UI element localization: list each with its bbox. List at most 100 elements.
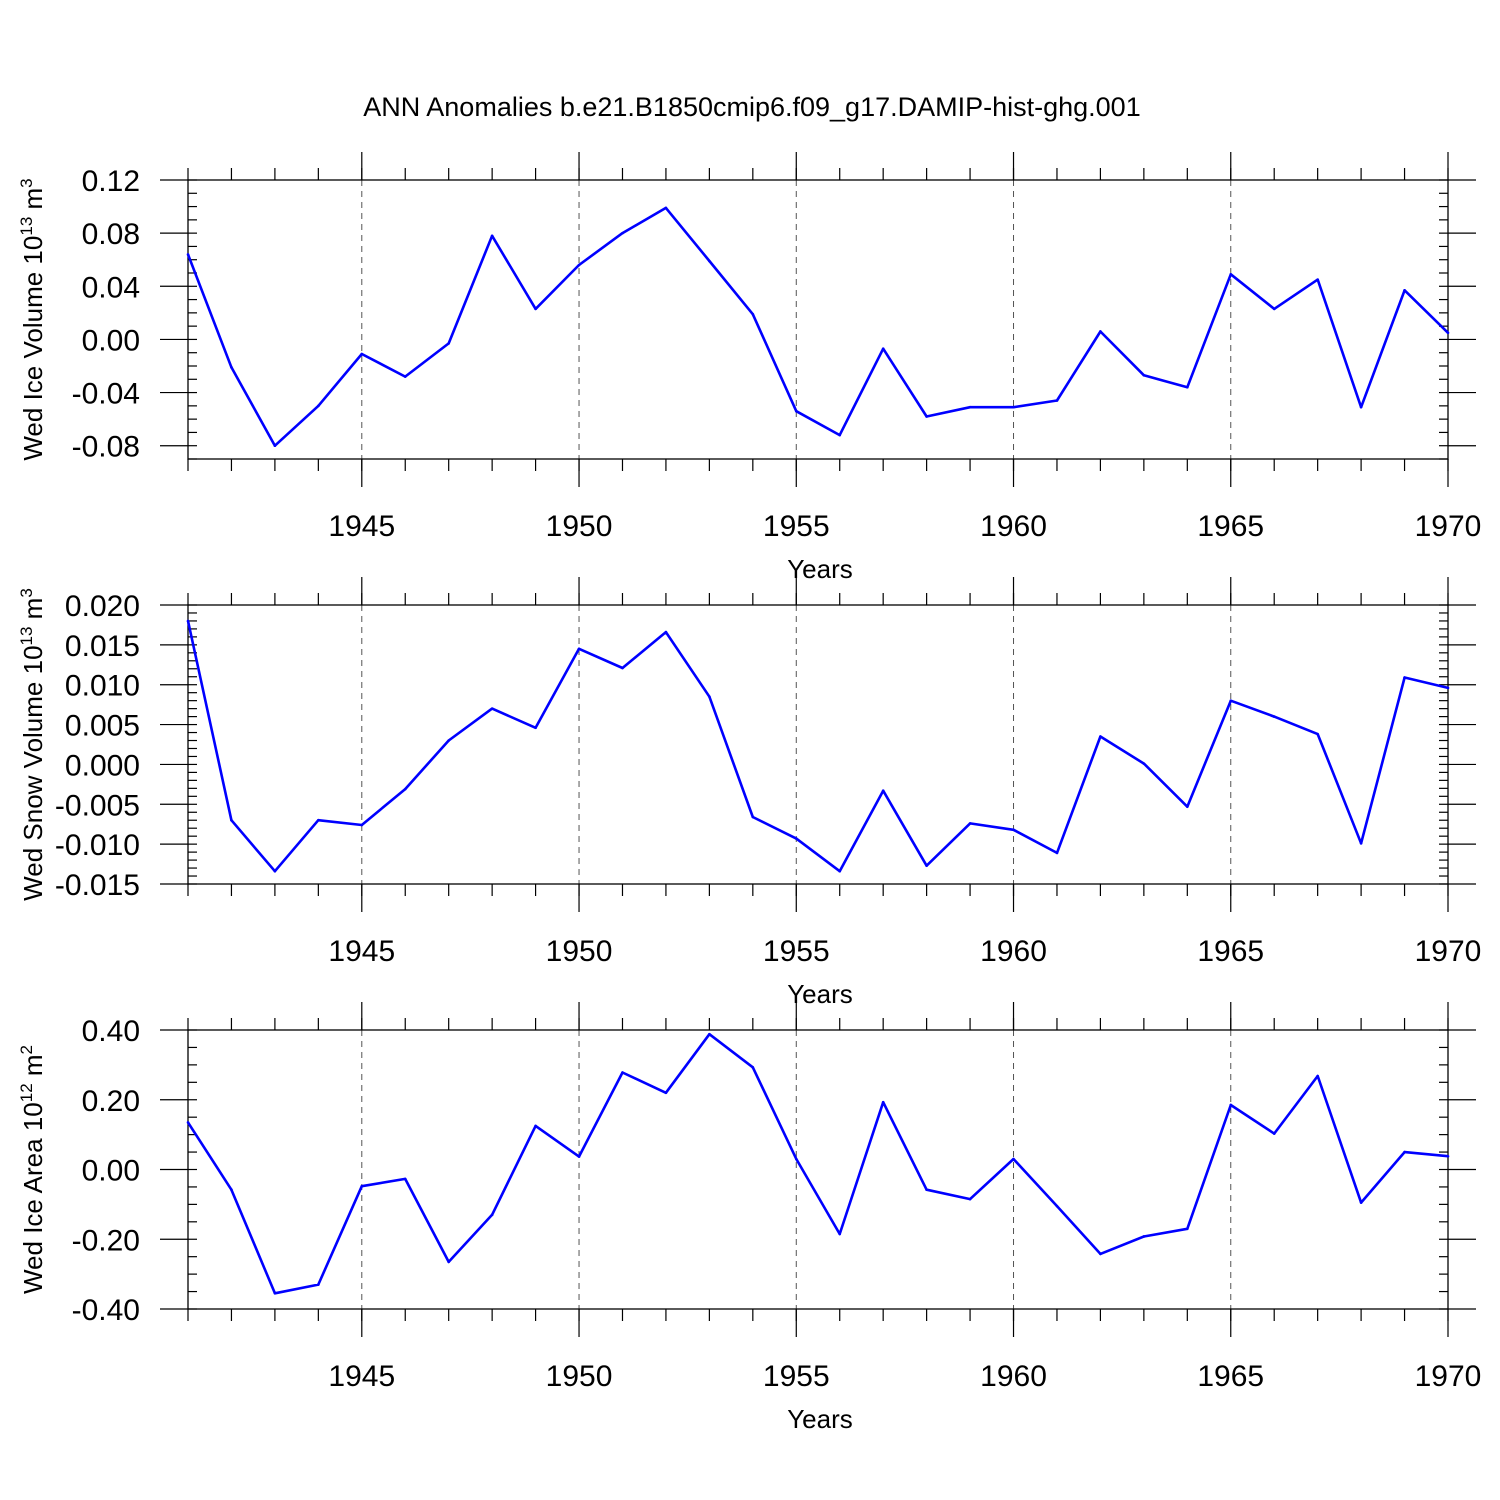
data-point	[1403, 676, 1406, 679]
y-tick-label: 0.00	[82, 1155, 140, 1188]
y-axis-title-main: Wed Snow Volume 10	[18, 645, 48, 900]
data-point	[1446, 1154, 1450, 1158]
x-tick-label: 1955	[763, 1360, 830, 1393]
x-tick-label: 1970	[1415, 510, 1482, 543]
x-tick-label: 1965	[1197, 935, 1264, 968]
y-axis-title-exponent: 13	[17, 627, 36, 646]
data-point	[751, 312, 755, 316]
data-point	[1055, 851, 1059, 855]
data-point	[881, 1100, 885, 1104]
data-point	[273, 444, 277, 448]
x-tick-label: 1960	[980, 510, 1047, 543]
data-point	[621, 1071, 624, 1074]
panels: -0.08 -0.04 0.00 0.04 0.08 0.12 1945 1950 1955 19…	[17, 152, 1481, 1434]
y-axis-title-unit-exponent: 3	[17, 178, 36, 187]
data-point	[794, 837, 798, 840]
x-tick-label: 1970	[1415, 935, 1482, 968]
y-tick-label: -0.04	[72, 378, 140, 411]
data-point	[1055, 1204, 1059, 1208]
y-axis-title-main: Wed Ice Volume 10	[18, 236, 48, 461]
data-point	[1099, 330, 1102, 333]
x-tick-label: 1965	[1197, 510, 1264, 543]
panel-1: -0.08 -0.04 0.00 0.04 0.08 0.12 1945 1950 1955 19…	[17, 152, 1481, 584]
data-point	[317, 404, 320, 408]
data-point	[317, 1283, 320, 1286]
plot-frame	[187, 604, 1449, 885]
data-point	[838, 869, 842, 873]
y-tick-label: 0.00	[82, 324, 140, 357]
data-point	[447, 739, 450, 742]
data-point	[447, 342, 450, 345]
data-point	[1186, 1227, 1189, 1231]
data-point	[360, 352, 364, 356]
series-line	[186, 1032, 1449, 1295]
series-line	[186, 620, 1449, 873]
x-axis-title: Years	[787, 554, 853, 584]
data-point	[621, 231, 624, 235]
data-point	[664, 1091, 668, 1095]
data-point	[968, 1197, 972, 1201]
figure-title: ANN Anomalies b.e21.B1850cmip6.f09_g17.D…	[363, 92, 1140, 122]
data-point	[1446, 331, 1450, 335]
data-point	[1012, 828, 1015, 832]
data-point	[403, 787, 407, 791]
data-point	[1229, 699, 1233, 702]
data-point	[794, 1157, 798, 1161]
data-point	[925, 415, 928, 418]
y-axis-title: Wed Snow Volume 1013 m3	[17, 588, 48, 901]
data-point	[838, 433, 842, 437]
data-point	[534, 1124, 537, 1128]
y-tick-label: 0.08	[82, 218, 140, 251]
x-tick-label: 1945	[328, 1360, 395, 1393]
data-point	[1403, 288, 1406, 292]
data-point	[664, 206, 668, 210]
data-point	[1359, 405, 1363, 409]
plot-frame	[187, 179, 1449, 460]
data-point	[1055, 399, 1059, 402]
data-point	[925, 864, 928, 867]
series-line	[186, 206, 1449, 448]
y-axis-title: Wed Ice Area 1012 m2	[17, 1045, 48, 1294]
data-point	[534, 307, 537, 311]
data-point	[708, 1032, 711, 1036]
data-point	[577, 263, 581, 267]
data-point	[1142, 762, 1146, 765]
data-point	[490, 707, 494, 710]
data-point	[1099, 735, 1102, 738]
data-point	[794, 409, 798, 413]
data-point	[1012, 1157, 1015, 1161]
x-tick-label: 1950	[546, 510, 613, 543]
y-axis-title-unit: m	[18, 1054, 48, 1083]
x-tick-label: 1950	[546, 1360, 613, 1393]
y-tick-label: -0.010	[55, 829, 140, 862]
data-point	[186, 1121, 190, 1124]
y-axis-title-unit-exponent: 3	[17, 588, 36, 597]
x-axis-title: Years	[787, 1404, 853, 1434]
data-point	[230, 1188, 233, 1192]
data-point	[186, 253, 190, 256]
data-point	[403, 375, 407, 378]
data-point	[664, 630, 668, 634]
y-axis-title-exponent: 12	[17, 1083, 36, 1102]
data-point	[838, 1232, 842, 1236]
data-point	[1099, 1252, 1102, 1256]
x-tick-label: 1950	[546, 935, 613, 968]
data-point	[1012, 405, 1015, 409]
y-tick-label: -0.40	[72, 1294, 140, 1327]
x-axis-title: Years	[787, 979, 853, 1009]
data-point	[273, 869, 277, 873]
data-point	[1403, 1150, 1406, 1154]
data-point	[1272, 1132, 1276, 1135]
data-point	[230, 366, 233, 369]
data-point	[968, 822, 972, 825]
y-axis-title-exponent: 13	[17, 217, 36, 236]
data-point	[403, 1177, 407, 1181]
data-point	[881, 789, 885, 793]
data-point	[273, 1292, 277, 1295]
data-point	[186, 619, 190, 623]
y-tick-label: 0.12	[82, 165, 140, 198]
data-point	[534, 726, 537, 730]
y-axis-title: Wed Ice Volume 1013 m3	[17, 178, 48, 460]
data-point	[1316, 1074, 1319, 1078]
